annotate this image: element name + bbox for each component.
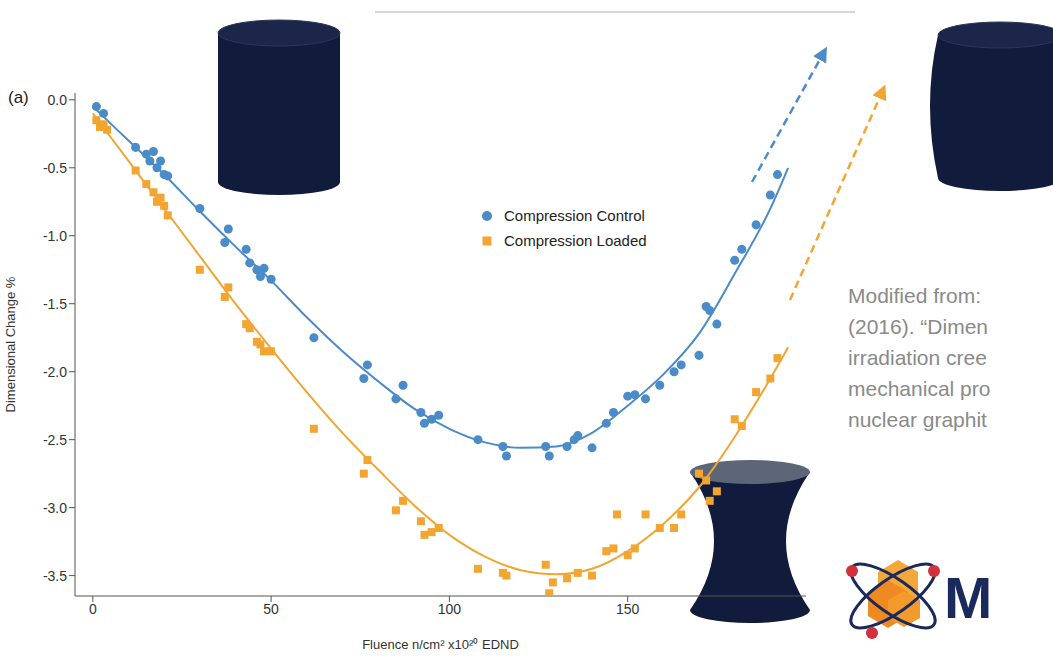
html-text:irradiation cree: irradiation cree bbox=[848, 346, 987, 369]
svg-text:Dimensional Change %: Dimensional Change % bbox=[3, 276, 18, 412]
html-text:M: M bbox=[944, 565, 993, 630]
html-text:nuclear graphit: nuclear graphit bbox=[848, 408, 987, 431]
html-text:(a): (a) bbox=[8, 88, 29, 107]
svg-text:50: 50 bbox=[263, 601, 279, 617]
html-text:Modified from:: Modified from: bbox=[848, 284, 981, 307]
html-text:Compression Control: Compression Control bbox=[504, 207, 645, 224]
svg-text:0: 0 bbox=[89, 601, 97, 617]
svg-text:-2.5: -2.5 bbox=[43, 432, 67, 448]
svg-text:-3.0: -3.0 bbox=[43, 500, 67, 516]
svg-text:-0.5: -0.5 bbox=[43, 160, 67, 176]
svg-text:Fluence n/cm² x10²⁰ EDND: Fluence n/cm² x10²⁰ EDND bbox=[362, 637, 519, 652]
svg-text:-1.5: -1.5 bbox=[43, 296, 67, 312]
svg-text:-2.0: -2.0 bbox=[43, 364, 67, 380]
html-text:(2016). “Dimen: (2016). “Dimen bbox=[848, 315, 989, 338]
svg-text:-3.5: -3.5 bbox=[43, 568, 67, 584]
html-text:mechanical pro: mechanical pro bbox=[848, 377, 991, 400]
svg-text:-1.0: -1.0 bbox=[43, 228, 67, 244]
svg-text:0.0: 0.0 bbox=[48, 92, 68, 108]
svg-text:150: 150 bbox=[616, 601, 640, 617]
svg-text:100: 100 bbox=[438, 601, 462, 617]
html-text:Compression Loaded: Compression Loaded bbox=[504, 232, 647, 249]
